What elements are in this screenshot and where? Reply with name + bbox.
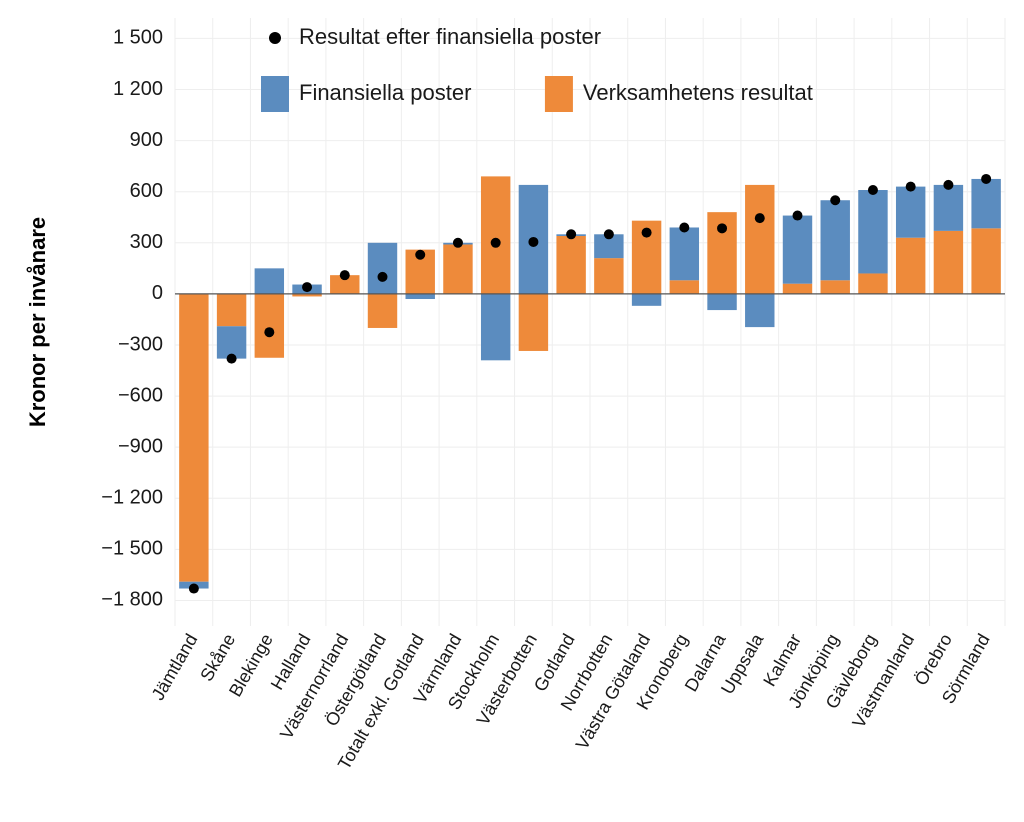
bar-verksamhet [896,238,925,294]
y-tick-label: 600 [130,180,163,202]
bar-verksamhet [179,294,208,582]
result-point [378,272,388,282]
bar-verksamhet [670,280,699,294]
y-tick-label: 0 [152,282,163,304]
y-tick-label: 1 500 [113,27,163,49]
result-point [642,228,652,238]
y-tick-label: 300 [130,231,163,253]
bar-finansiella [255,268,284,294]
result-point [943,180,953,190]
result-point [415,250,425,260]
chart-svg: −1 800 −1 500 −1 200 −900 −600 −300 0 300 600 900… [0,0,1024,822]
bar-verksamhet [255,294,284,358]
bar-finansiella [934,185,963,231]
bar-verksamhet [971,228,1000,294]
result-point [717,223,727,233]
bar-finansiella [632,294,661,306]
bar-verksamhet [858,273,887,293]
bar-verksamhet [783,284,812,294]
result-point [793,211,803,221]
result-point [906,182,916,192]
bar-finansiella [896,187,925,238]
result-point [453,238,463,248]
result-point [755,213,765,223]
bar-finansiella [821,200,850,280]
result-point [868,185,878,195]
bar-finansiella [670,227,699,280]
legend-label: Resultat efter finansiella poster [299,24,601,49]
y-tick-label: −900 [118,435,163,457]
bar-finansiella [368,243,397,294]
bar-verksamhet [745,185,774,294]
y-axis-title: Kronor per invånare [25,217,50,427]
result-point [679,222,689,232]
result-point [302,282,312,292]
bar-finansiella [858,190,887,273]
legend-label: Verksamhetens resultat [583,80,813,105]
bar-finansiella [481,294,510,360]
y-tick-label: −1 200 [101,487,163,509]
bar-verksamhet [821,280,850,294]
result-point [189,584,199,594]
result-point [566,229,576,239]
bar-finansiella [406,294,435,299]
bar-verksamhet [519,294,548,351]
result-point [340,270,350,280]
bar-verksamhet [556,236,585,294]
result-point [830,195,840,205]
y-tick-label: −300 [118,333,163,355]
legend-marker-icon [269,32,281,44]
y-tick-label: −600 [118,384,163,406]
bar-verksamhet [217,294,246,326]
chart-container: −1 800 −1 500 −1 200 −900 −600 −300 0 300 600 900… [0,0,1024,822]
bar-verksamhet [481,176,510,294]
result-point [491,238,501,248]
result-point [227,354,237,364]
y-tick-label: 900 [130,129,163,151]
bar-finansiella [783,216,812,284]
result-point [528,237,538,247]
y-tick-label: 1 200 [113,78,163,100]
legend-swatch-icon [261,76,289,112]
legend-label: Finansiella poster [299,80,471,105]
legend-swatch-icon [545,76,573,112]
bar-finansiella [745,294,774,327]
bar-verksamhet [594,258,623,294]
bar-verksamhet [934,231,963,294]
y-tick-label: −1 500 [101,538,163,560]
bar-finansiella [971,179,1000,228]
result-point [264,327,274,337]
result-point [604,229,614,239]
bar-finansiella [707,294,736,310]
y-tick-label: −1 800 [101,589,163,611]
bar-verksamhet [443,245,472,294]
result-point [981,174,991,184]
bar-verksamhet [368,294,397,328]
